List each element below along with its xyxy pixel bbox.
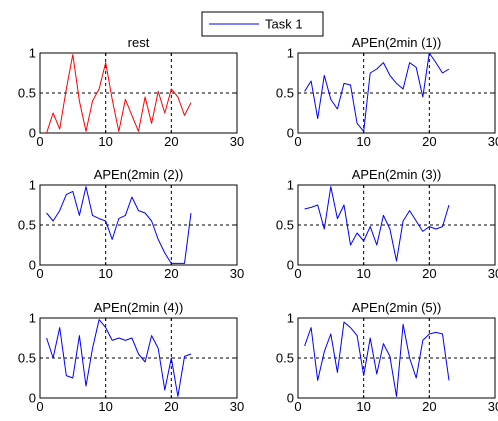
x-tick-label: 0 [36, 134, 43, 149]
series-line [46, 54, 192, 134]
y-tick-label: 1 [287, 46, 294, 61]
x-tick-label: 0 [36, 266, 43, 281]
y-tick-label: 0.5 [18, 218, 36, 233]
x-tick-label: 20 [422, 399, 436, 414]
x-tick-label: 20 [422, 134, 436, 149]
y-tick-label: 0 [287, 126, 294, 141]
x-tick-label: 10 [356, 134, 370, 149]
x-tick-label: 20 [164, 134, 178, 149]
x-tick-label: 20 [164, 266, 178, 281]
subplot-6: 0 10 20 30 0 0.5 1 APEn(2min (5)) [276, 300, 498, 414]
x-tick-label: 10 [356, 399, 370, 414]
series-line [304, 52, 450, 132]
y-tick-label: 0 [29, 391, 36, 406]
x-tick-label: 30 [488, 399, 498, 414]
panel-title: APEn(2min (5)) [352, 300, 442, 315]
panel-title: APEn(2min (3)) [352, 167, 442, 182]
x-tick-label: 10 [98, 399, 112, 414]
subplot-1: 0 10 20 30 0 0.5 1 rest [18, 35, 244, 149]
y-tick-label: 0 [29, 258, 36, 273]
x-tick-label: 0 [294, 134, 301, 149]
subplot-5: 0 10 20 30 0 0.5 1 APEn(2min (4)) [18, 300, 244, 414]
y-tick-label: 1 [29, 178, 36, 193]
series-line [304, 321, 450, 397]
y-tick-label: 0.5 [276, 351, 294, 366]
y-tick-label: 1 [287, 311, 294, 326]
x-tick-label: 10 [356, 266, 370, 281]
x-tick-label: 0 [294, 399, 301, 414]
y-tick-label: 1 [29, 46, 36, 61]
x-tick-label: 20 [422, 266, 436, 281]
y-tick-label: 0 [29, 126, 36, 141]
y-tick-label: 1 [287, 178, 294, 193]
x-tick-label: 10 [98, 134, 112, 149]
y-tick-label: 1 [29, 311, 36, 326]
y-tick-label: 0.5 [18, 86, 36, 101]
series-line [304, 186, 450, 262]
x-tick-label: 30 [230, 266, 244, 281]
y-tick-label: 0.5 [276, 218, 294, 233]
x-tick-label: 30 [230, 399, 244, 414]
panel-title: APEn(2min (4)) [94, 300, 184, 315]
legend: Task 1 [201, 11, 324, 37]
y-tick-label: 0 [287, 391, 294, 406]
subplot-3: 0 10 20 30 0 0.5 1 APEn(2min (2)) [18, 167, 244, 281]
x-tick-label: 0 [36, 399, 43, 414]
legend-label-task-1: Task 1 [265, 17, 303, 32]
x-tick-label: 0 [294, 266, 301, 281]
subplot-2: 0 10 20 30 0 0.5 1 APEn(2min (1)) [276, 35, 498, 149]
y-tick-label: 0.5 [18, 351, 36, 366]
panel-title: rest [128, 35, 150, 50]
series-line [46, 319, 192, 397]
subplot-4: 0 10 20 30 0 0.5 1 APEn(2min (3)) [276, 167, 498, 281]
x-tick-label: 20 [164, 399, 178, 414]
panel-title: APEn(2min (2)) [94, 167, 184, 182]
y-tick-label: 0.5 [276, 86, 294, 101]
panel-title: APEn(2min (1)) [352, 35, 442, 50]
x-tick-label: 30 [488, 134, 498, 149]
x-tick-label: 10 [98, 266, 112, 281]
x-tick-label: 30 [230, 134, 244, 149]
series-line [46, 186, 192, 264]
y-tick-label: 0 [287, 258, 294, 273]
x-tick-label: 30 [488, 266, 498, 281]
